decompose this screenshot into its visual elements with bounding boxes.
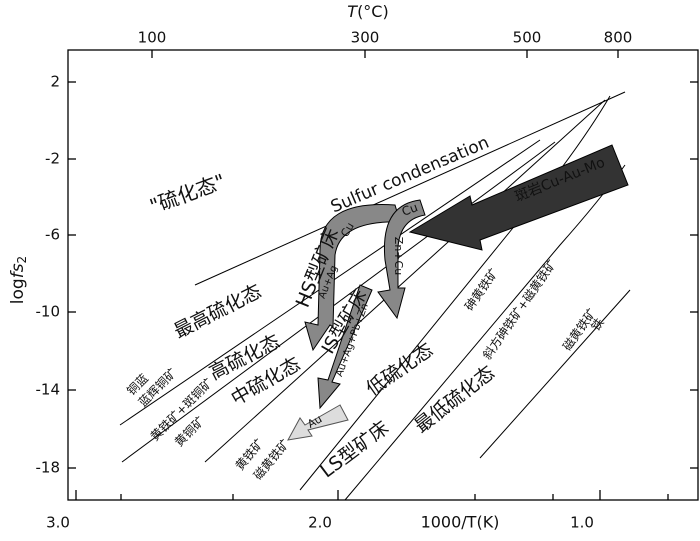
buffer-line (121, 141, 556, 463)
y-tick-label: -18 (36, 459, 61, 477)
y-tick-label: -6 (45, 226, 60, 244)
diagram-label: 最高硫化态 (170, 280, 265, 343)
y-tick-label: -2 (45, 150, 60, 168)
y-label-italic: fs (8, 263, 28, 278)
diagram-label: 低硫化态 (362, 339, 437, 401)
y-tick-label: -10 (36, 303, 61, 321)
top-label-unit: (°C) (357, 2, 389, 21)
diagram-label: Au (305, 412, 324, 431)
x-axis-title: 1000/T(K) (421, 513, 500, 532)
buffer-line (204, 99, 606, 463)
hs-arrow (304, 204, 401, 352)
diagram-label: Zn+Cu (392, 237, 405, 275)
top-tick-label: 500 (513, 29, 542, 47)
is-arrow (377, 199, 426, 320)
diagram-label: Cu (400, 200, 420, 219)
buffer-line (479, 289, 631, 459)
x-tick-label: 1.0 (570, 514, 594, 532)
diagram-label: 砷黄铁矿 (462, 266, 501, 313)
x-tick-label: 3.0 (46, 514, 70, 532)
arrows (287, 144, 629, 441)
diagram-label: LS型矿床 (316, 417, 393, 483)
diagram-label: 最低硫化态 (410, 362, 498, 438)
diagram-label: Cu (338, 220, 357, 239)
y-axis-title: logfs2 (8, 256, 29, 304)
y-label: log (8, 278, 28, 304)
top-axis-title: T(°C) (347, 2, 388, 21)
ls-arrow (287, 404, 349, 441)
top-tick-label: 100 (138, 29, 167, 47)
top-tick-label: 300 (351, 29, 380, 47)
buffer-line (194, 91, 626, 286)
top-label-italic: T (347, 2, 358, 21)
top-tick-label: 800 (604, 29, 633, 47)
plot-frame (67, 49, 699, 501)
y-tick-label: -14 (36, 381, 61, 399)
is-arrow-2 (317, 284, 373, 410)
x-tick-label: 2.0 (308, 514, 332, 532)
diagram-label: "硫化态" (147, 169, 229, 218)
y-label-sub: 2 (15, 256, 29, 264)
y-tick-label: 2 (50, 73, 60, 91)
porphyry-arrow (408, 144, 629, 251)
